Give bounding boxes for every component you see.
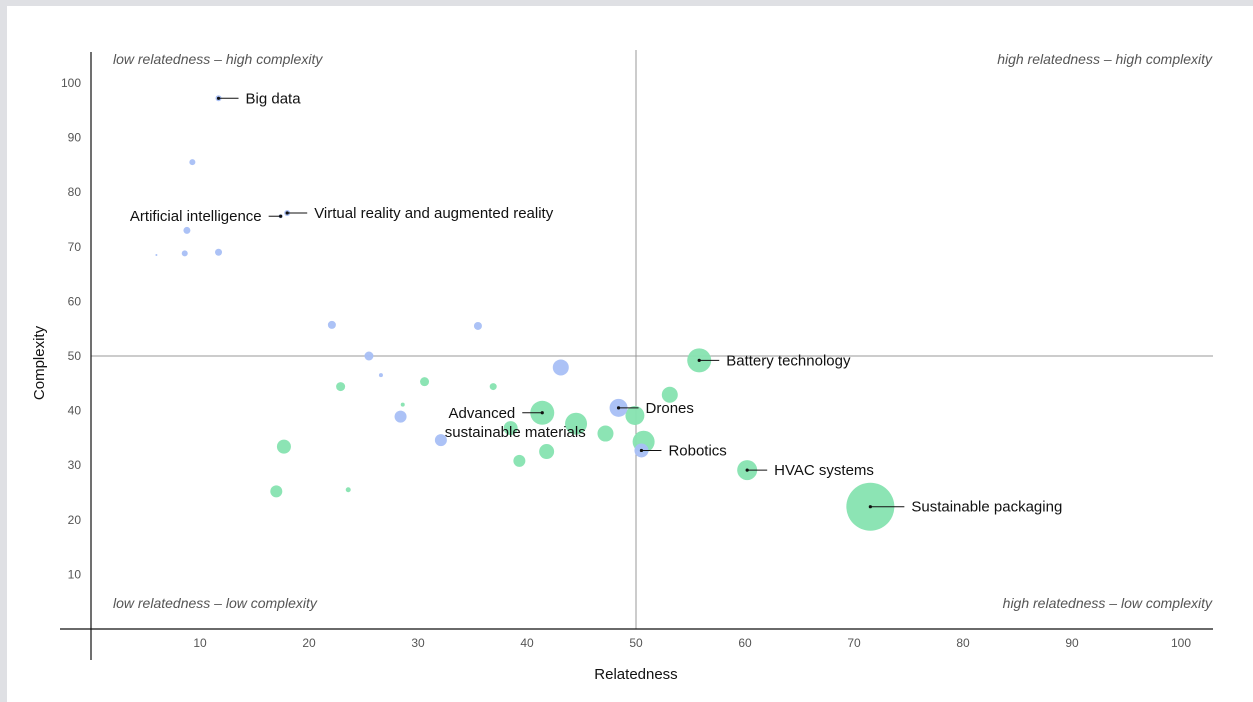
leader-dot: [216, 96, 221, 100]
quadrant-label-top-left: low relatedness – high complexity: [113, 51, 323, 67]
data-point: [364, 351, 374, 361]
y-axis-title: Complexity: [31, 325, 48, 400]
data-point: [552, 359, 569, 376]
y-tick-label: 50: [68, 349, 82, 363]
data-point: [400, 402, 405, 407]
y-tick-label: 30: [68, 458, 82, 472]
data-point: [183, 226, 191, 234]
data-point: [189, 159, 196, 166]
scatter-chart: 10 20 30 40 50 60 70 80 90 100 10 20 30 40 50 60 70 80 90 1…: [31, 50, 1213, 683]
point-label: Sustainable packaging: [911, 499, 1062, 516]
data-point: [336, 382, 346, 392]
data-point: [345, 487, 351, 493]
data-point: [625, 406, 645, 426]
data-point: [597, 425, 614, 442]
data-point: [539, 444, 555, 460]
point-label: HVAC systems: [774, 462, 874, 479]
y-tick-label: 40: [68, 404, 82, 418]
x-tick-label: 80: [956, 636, 970, 650]
point-labels: Big data Virtual reality and augmented re…: [130, 90, 1062, 515]
leader-dot: [697, 358, 701, 362]
data-point: [181, 250, 188, 257]
x-tick-label: 40: [520, 636, 534, 650]
x-tick-label: 100: [1171, 636, 1191, 650]
leader-dot: [639, 448, 644, 453]
y-tick-label: 20: [68, 513, 82, 527]
reference-lines: [91, 50, 1213, 629]
x-tick-label: 20: [302, 636, 316, 650]
leader-dot: [868, 505, 872, 509]
axes: [60, 52, 1213, 660]
data-point: [394, 410, 407, 423]
data-point: [155, 253, 158, 256]
data-point: [503, 421, 518, 436]
y-tick-label: 70: [68, 240, 82, 254]
point-label: Advanced: [449, 405, 516, 422]
quadrant-label-bottom-right: high relatedness – low complexity: [1003, 595, 1213, 611]
leader-lines: [216, 96, 905, 509]
data-point: [489, 383, 497, 391]
y-tick-label: 80: [68, 185, 82, 199]
data-point: [276, 439, 291, 454]
data-point: [513, 454, 526, 467]
y-tick-label: 60: [68, 294, 82, 308]
x-tick-label: 70: [847, 636, 861, 650]
data-point: [215, 248, 223, 256]
data-point: [327, 320, 336, 329]
chart-frame: 10 20 30 40 50 60 70 80 90 100 10 20 30 40 50 60 70 80 90 1…: [7, 6, 1253, 702]
y-tick-label: 100: [61, 76, 81, 90]
x-tick-label: 30: [411, 636, 425, 650]
leader-dot: [279, 214, 283, 218]
data-point: [378, 373, 383, 378]
point-label: Virtual reality and augmented reality: [314, 205, 554, 222]
point-label: Drones: [646, 400, 694, 417]
data-point: [661, 386, 678, 403]
y-tick-label: 10: [68, 567, 82, 581]
quadrant-labels: low relatedness – high complexity high r…: [113, 51, 1213, 611]
quadrant-label-top-right: high relatedness – high complexity: [997, 51, 1213, 67]
data-point: [270, 485, 283, 498]
y-tick-label: 90: [68, 131, 82, 145]
x-tick-label: 50: [629, 636, 643, 650]
data-point: [473, 321, 482, 330]
leader-dot: [616, 406, 621, 410]
data-point: [420, 377, 430, 387]
point-label: Artificial intelligence: [130, 208, 262, 225]
x-tick-label: 90: [1065, 636, 1079, 650]
data-point: [434, 434, 447, 447]
leader-dot: [285, 211, 289, 215]
point-label: Battery technology: [726, 352, 851, 369]
quadrant-label-bottom-left: low relatedness – low complexity: [113, 595, 318, 611]
point-label-line-2: sustainable materials: [445, 424, 586, 441]
data-point: [565, 412, 588, 435]
x-tick-label: 10: [193, 636, 207, 650]
leader-dot: [745, 468, 749, 472]
tick-labels: 10 20 30 40 50 60 70 80 90 100 10 20 30 40 50 60 70 80 90 1…: [61, 76, 1191, 650]
point-label: Robotics: [668, 442, 726, 459]
leader-dot: [540, 411, 544, 415]
x-axis-title: Relatedness: [594, 666, 677, 683]
point-label: Big data: [246, 90, 302, 107]
x-tick-label: 60: [738, 636, 752, 650]
